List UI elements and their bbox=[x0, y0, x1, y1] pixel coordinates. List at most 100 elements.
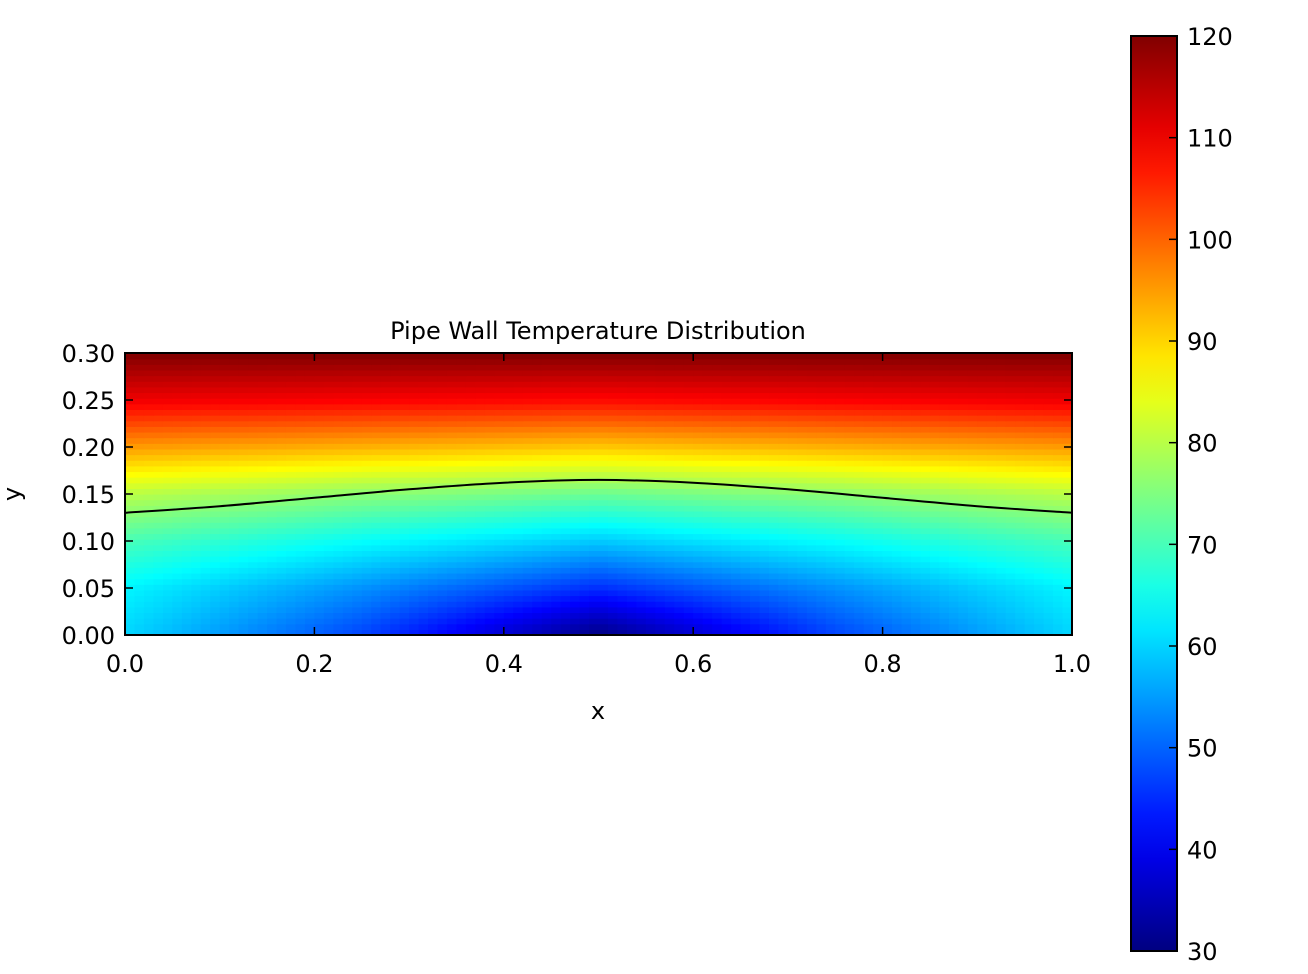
heatmap-cell bbox=[314, 398, 325, 405]
heatmap-cell bbox=[399, 623, 410, 630]
heatmap-cell bbox=[806, 426, 817, 433]
heatmap-cell bbox=[323, 431, 334, 439]
heatmap-cell bbox=[541, 572, 552, 580]
heatmap-cell bbox=[172, 533, 183, 540]
heatmap-cell bbox=[162, 415, 173, 422]
heatmap-cell bbox=[1053, 539, 1064, 546]
heatmap-cell bbox=[352, 589, 363, 597]
heatmap-cell bbox=[873, 618, 884, 625]
heatmap-cell bbox=[778, 375, 789, 382]
heatmap-cell bbox=[882, 578, 893, 585]
heatmap-cell bbox=[598, 505, 609, 512]
heatmap-cell bbox=[683, 482, 694, 489]
heatmap-cell bbox=[825, 369, 836, 377]
heatmap-cell bbox=[153, 567, 164, 574]
heatmap-cell bbox=[437, 623, 448, 630]
heatmap-cell bbox=[285, 488, 297, 495]
heatmap-cell bbox=[238, 567, 249, 574]
heatmap-cell bbox=[939, 516, 950, 523]
heatmap-cell bbox=[409, 364, 420, 371]
heatmap-cell bbox=[750, 516, 761, 523]
heatmap-cell bbox=[778, 578, 789, 585]
heatmap-cell bbox=[494, 437, 505, 444]
heatmap-cell bbox=[125, 544, 136, 551]
heatmap-cell bbox=[664, 606, 675, 614]
heatmap-cell bbox=[873, 426, 884, 433]
heatmap-cell bbox=[825, 516, 836, 523]
heatmap-cell bbox=[825, 572, 836, 580]
heatmap-cell bbox=[143, 364, 155, 371]
heatmap-cell bbox=[977, 527, 988, 535]
heatmap-cell bbox=[929, 629, 941, 635]
heatmap-cell bbox=[522, 386, 533, 394]
heatmap-cell bbox=[304, 431, 315, 439]
heatmap-cell bbox=[636, 556, 647, 563]
heatmap-cell bbox=[380, 437, 391, 444]
heatmap-cell bbox=[570, 612, 581, 619]
heatmap-cell bbox=[929, 623, 941, 630]
heatmap-cell bbox=[541, 443, 552, 450]
heatmap-cell bbox=[399, 533, 410, 540]
heatmap-cell bbox=[589, 392, 600, 399]
heatmap-cell bbox=[1043, 612, 1054, 619]
heatmap-cell bbox=[873, 420, 884, 427]
heatmap-cell bbox=[929, 482, 941, 489]
heatmap-cell bbox=[446, 386, 458, 394]
heatmap-cell bbox=[191, 533, 202, 540]
heatmap-cell bbox=[484, 567, 495, 574]
heatmap-cell bbox=[342, 448, 353, 456]
heatmap-cell bbox=[522, 556, 533, 563]
heatmap-cell bbox=[390, 578, 401, 585]
heatmap-cell bbox=[295, 544, 306, 551]
heatmap-cell bbox=[390, 572, 401, 580]
heatmap-cell bbox=[683, 364, 694, 371]
heatmap-cell bbox=[787, 375, 798, 382]
heatmap-cell bbox=[825, 381, 836, 388]
heatmap-cell bbox=[787, 431, 798, 439]
heatmap-cell bbox=[1034, 454, 1045, 461]
heatmap-cell bbox=[143, 437, 155, 444]
heatmap-cell bbox=[844, 488, 855, 495]
heatmap-cell bbox=[958, 516, 969, 523]
heatmap-cell bbox=[399, 381, 410, 388]
heatmap-cell bbox=[1005, 629, 1016, 635]
heatmap-cell bbox=[437, 465, 448, 473]
heatmap-cell bbox=[939, 448, 950, 456]
heatmap-cell bbox=[977, 415, 988, 422]
heatmap-cell bbox=[229, 364, 240, 371]
heatmap-cell bbox=[333, 431, 344, 439]
heatmap-cell bbox=[589, 544, 600, 551]
heatmap-cell bbox=[683, 499, 694, 506]
heatmap-cell bbox=[276, 398, 287, 405]
heatmap-cell bbox=[854, 623, 865, 630]
heatmap-cell bbox=[399, 606, 410, 614]
heatmap-cell bbox=[125, 392, 136, 399]
heatmap-cell bbox=[409, 522, 420, 529]
heatmap-cell bbox=[361, 443, 372, 450]
heatmap-cell bbox=[901, 369, 912, 377]
heatmap-cell bbox=[560, 420, 571, 427]
heatmap-cell bbox=[806, 420, 817, 427]
heatmap-cell bbox=[626, 578, 637, 585]
heatmap-cell bbox=[181, 460, 192, 467]
heatmap-cell bbox=[418, 381, 429, 388]
heatmap-cell bbox=[446, 516, 458, 523]
heatmap-cell bbox=[986, 460, 997, 467]
chart-title: Pipe Wall Temperature Distribution bbox=[390, 317, 806, 345]
heatmap-cell bbox=[219, 358, 230, 365]
heatmap-cell bbox=[787, 477, 798, 484]
heatmap-cell bbox=[636, 527, 647, 535]
heatmap-cell bbox=[494, 454, 505, 461]
heatmap-cell bbox=[219, 623, 230, 630]
heatmap-cell bbox=[276, 403, 287, 410]
heatmap-cell bbox=[778, 426, 789, 433]
heatmap-cell bbox=[863, 488, 874, 495]
heatmap-cell bbox=[911, 381, 922, 388]
heatmap-cell bbox=[1062, 420, 1072, 427]
heatmap-cell bbox=[143, 601, 155, 608]
heatmap-cell bbox=[532, 448, 543, 456]
heatmap-cell bbox=[579, 516, 590, 523]
heatmap-cell bbox=[778, 364, 789, 371]
heatmap-cell bbox=[418, 516, 429, 523]
heatmap-cell bbox=[579, 392, 590, 399]
